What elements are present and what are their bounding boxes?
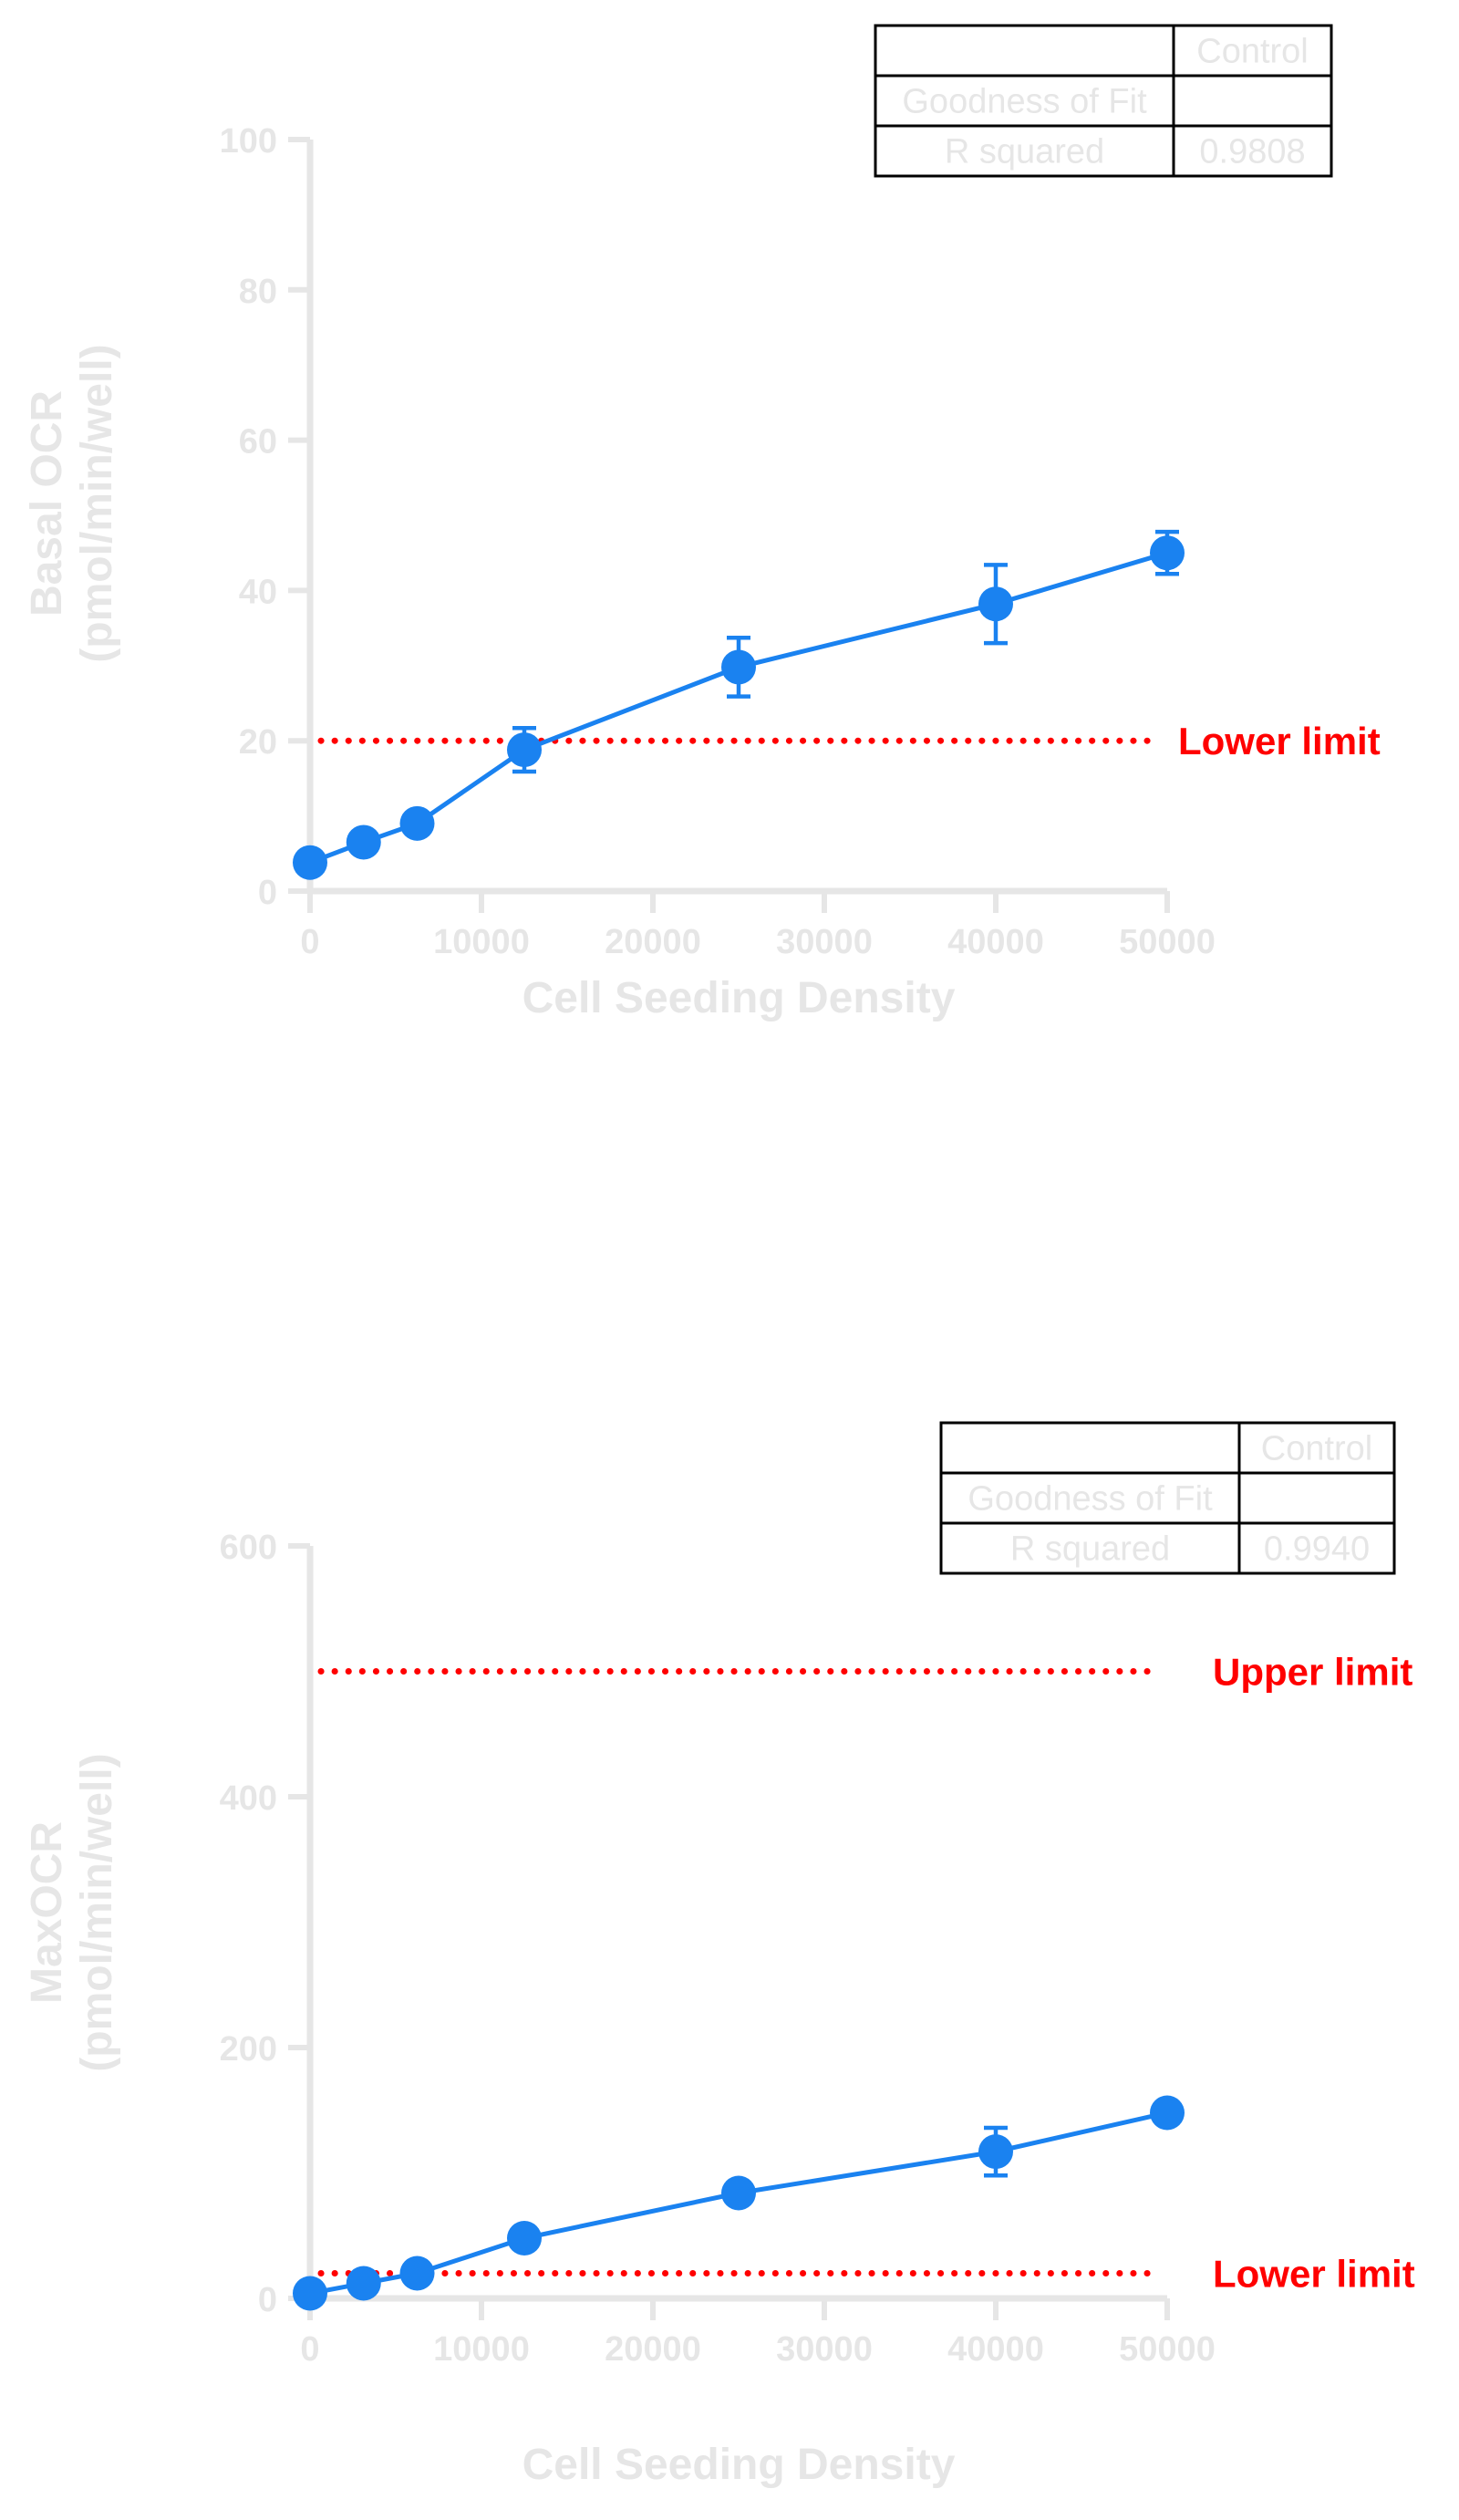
data-point bbox=[721, 2175, 756, 2211]
chart-2: 0 200 400 600 0 10000 20000 30000 40000 50000 Cell… bbox=[23, 1421, 1415, 2489]
data-point bbox=[1150, 2095, 1185, 2131]
x-tick-label: 10000 bbox=[433, 923, 530, 961]
table-cell-text: Goodness of Fit bbox=[967, 1480, 1213, 1519]
data-point bbox=[293, 2276, 327, 2311]
x-tick-label: 10000 bbox=[433, 2330, 530, 2369]
y-tick-label: 0 bbox=[258, 874, 277, 912]
y-tick-label: 60 bbox=[239, 423, 277, 461]
fit-table: Control Goodness of Fit R squared 0.9808 bbox=[874, 24, 1333, 178]
x-tick-label: 30000 bbox=[776, 923, 873, 961]
table-cell bbox=[1172, 74, 1333, 128]
x-tick-label: 40000 bbox=[947, 923, 1044, 961]
chart-1: 0 20 40 60 80 100 0 10000 20000 30000 40000 50000 Ce… bbox=[23, 24, 1381, 1022]
table-cell bbox=[874, 124, 1175, 178]
table-cell bbox=[874, 24, 1175, 78]
x-tick-label: 30000 bbox=[776, 2330, 873, 2369]
table-cell-text: R squared bbox=[945, 133, 1104, 171]
reference-line-label: Lower limit bbox=[1178, 720, 1381, 762]
data-point bbox=[346, 824, 381, 860]
data-point bbox=[293, 845, 327, 880]
data-point bbox=[399, 2256, 435, 2291]
x-tick-label: 40000 bbox=[947, 2330, 1044, 2369]
x-tick-label: 50000 bbox=[1119, 923, 1216, 961]
table-cell-text: Goodness of Fit bbox=[902, 83, 1147, 121]
x-tick-label: 20000 bbox=[605, 2330, 701, 2369]
y-axis-title-units: (pmol/min/well) bbox=[73, 1753, 121, 2071]
table-cell-text: Control bbox=[1261, 1430, 1373, 1468]
data-point bbox=[721, 649, 756, 685]
y-tick-label: 40 bbox=[239, 573, 277, 611]
data-point bbox=[978, 586, 1013, 622]
data-point bbox=[346, 2266, 381, 2301]
y-tick-label: 600 bbox=[220, 1529, 277, 1567]
table-cell bbox=[939, 1421, 1241, 1475]
y-tick-label: 100 bbox=[220, 122, 277, 161]
series-line bbox=[309, 550, 1168, 866]
fit-table: Control Goodness of Fit R squared 0.9940 bbox=[939, 1421, 1396, 1575]
x-tick-label: 0 bbox=[300, 2330, 319, 2369]
table-cell bbox=[1237, 1521, 1396, 1575]
table-cell bbox=[1237, 1471, 1396, 1525]
y-tick-label: 200 bbox=[220, 2030, 277, 2069]
x-tick-label: 20000 bbox=[605, 923, 701, 961]
y-axis-title: Basal OCR bbox=[23, 390, 71, 617]
y-axis-title-units: (pmol/min/well) bbox=[73, 344, 121, 662]
data-point bbox=[978, 2134, 1013, 2170]
data-point bbox=[399, 805, 435, 841]
reference-line-label: Upper limit bbox=[1213, 1651, 1412, 1694]
x-axis-title: Cell Seeding Density bbox=[523, 974, 956, 1022]
y-tick-label: 20 bbox=[239, 723, 277, 762]
table-cell bbox=[1172, 124, 1333, 178]
reference-line-label: Lower limit bbox=[1213, 2253, 1415, 2296]
x-tick-label: 50000 bbox=[1119, 2330, 1216, 2369]
y-tick-label: 0 bbox=[258, 2281, 277, 2319]
table-cell-text: 0.9808 bbox=[1199, 133, 1305, 171]
x-axis-title: Cell Seeding Density bbox=[523, 2441, 956, 2489]
table-cell-text: 0.9940 bbox=[1264, 1530, 1370, 1569]
data-point bbox=[507, 732, 542, 768]
data-point bbox=[507, 2221, 542, 2256]
table-cell bbox=[1237, 1421, 1396, 1475]
data-point bbox=[1150, 535, 1185, 571]
y-axis-title: MaxOCR bbox=[23, 1821, 71, 2004]
table-cell-text: R squared bbox=[1010, 1530, 1170, 1569]
y-tick-label: 80 bbox=[239, 273, 277, 311]
y-tick-label: 400 bbox=[220, 1779, 277, 1818]
table-cell-text: Control bbox=[1196, 33, 1309, 71]
x-tick-label: 0 bbox=[300, 923, 319, 961]
